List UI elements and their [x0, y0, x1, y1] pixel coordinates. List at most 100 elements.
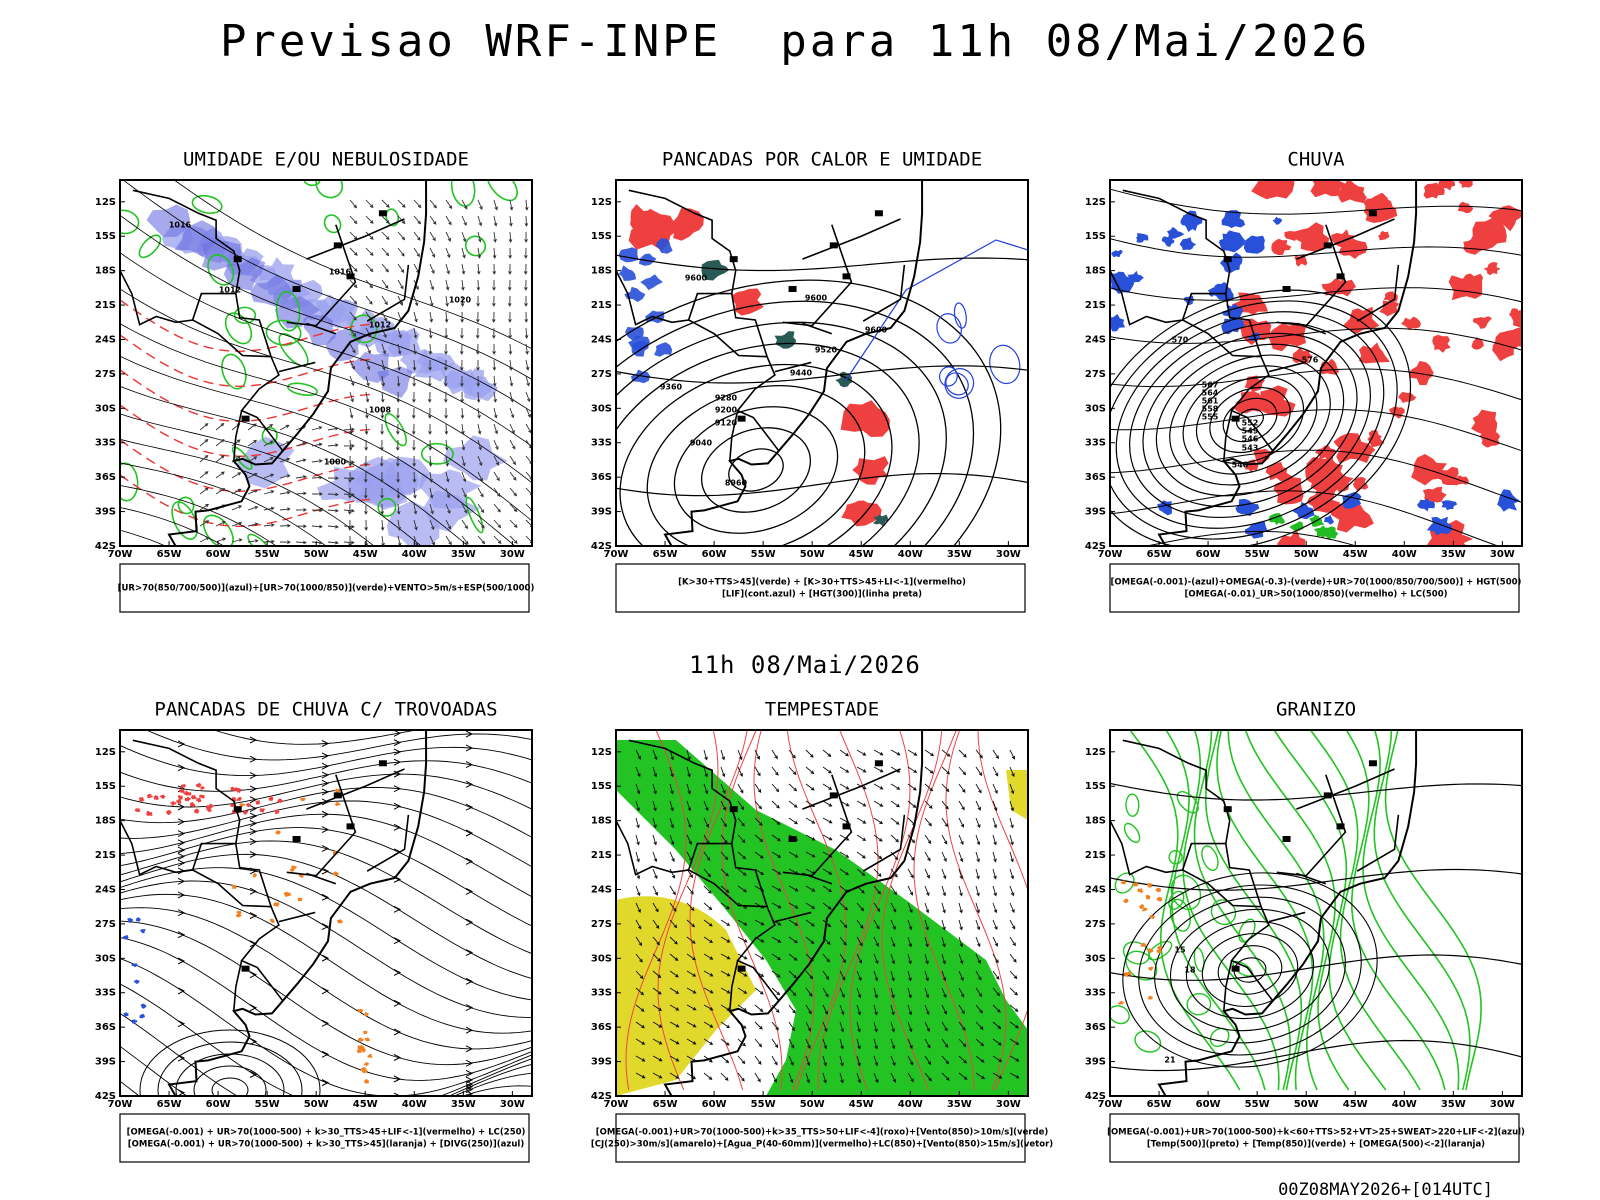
wind-vector [992, 970, 1000, 980]
flow-arrow [321, 779, 330, 787]
flow-arrow [249, 805, 258, 812]
contour-line [1222, 397, 1278, 443]
wind-vector [890, 817, 900, 825]
wind-vector [992, 987, 1001, 997]
flow-arrow [250, 1172, 256, 1178]
lat-label: 18S [95, 816, 116, 827]
wind-vector [311, 540, 323, 545]
contour-line [211, 1077, 249, 1096]
shaded-area [146, 204, 191, 238]
contour-label: 8960 [725, 479, 748, 488]
wind-vector [941, 783, 950, 793]
flow-arrow [249, 736, 258, 744]
water-body [1231, 965, 1240, 972]
wind-vector [413, 327, 418, 339]
wind-vector [397, 295, 403, 306]
wind-vector [958, 766, 967, 776]
wind-vector [491, 311, 496, 323]
lon-label: 70W [604, 549, 629, 560]
contour-line [802, 872, 833, 885]
contour-line [616, 321, 947, 546]
panel-title: CHUVA [1287, 149, 1345, 171]
shaded-area [616, 896, 756, 1096]
wind-vector [349, 327, 357, 338]
lat-label: 15S [591, 781, 612, 792]
wind-vector [364, 519, 368, 531]
contour-line [1182, 730, 1280, 1091]
wind-vector [525, 439, 532, 450]
wind-vector [669, 953, 679, 962]
wind-vector [839, 851, 850, 858]
flow-arrow [465, 1026, 474, 1034]
wind-vector [754, 1055, 762, 1065]
wind-vector [941, 1038, 949, 1048]
wind-vector [669, 987, 680, 994]
wind-vector [1009, 1038, 1020, 1045]
lat-label: 21S [95, 300, 116, 311]
lon-label: 70W [108, 1099, 133, 1110]
page-title: Previsao WRF-INPE para 11h 08/Mai/2026 [220, 16, 1370, 67]
shaded-area [1145, 895, 1151, 900]
flow-arrow [465, 857, 474, 865]
wind-vector [703, 885, 712, 894]
shaded-area [207, 803, 214, 809]
wind-vector [635, 749, 641, 760]
lon-label: 70W [604, 1099, 629, 1110]
contour-line [385, 208, 400, 227]
wind-vector [958, 953, 964, 965]
flow-arrow [177, 830, 186, 838]
flow-arrow [393, 823, 402, 831]
wind-vector [365, 263, 374, 273]
wind-vector [635, 834, 640, 846]
wind-vector [525, 359, 530, 371]
flow-arrow [249, 796, 258, 804]
shaded-area [1166, 226, 1185, 239]
shaded-area [852, 456, 889, 485]
contour-line [1345, 730, 1446, 1091]
wind-vector [992, 902, 998, 914]
wind-vector [890, 970, 895, 982]
contour-line [120, 787, 532, 838]
contour-line [774, 911, 812, 923]
wind-vector [907, 885, 914, 896]
lon-label: 70W [1098, 1099, 1123, 1110]
wind-vector [492, 280, 496, 291]
contour-line [120, 893, 532, 1034]
contour-line [1110, 1039, 1522, 1072]
wind-vector [958, 970, 964, 982]
wind-vector [263, 506, 275, 511]
wind-vector [445, 487, 451, 499]
wind-vector [975, 885, 980, 897]
wind-vector [754, 749, 760, 760]
wind-vector [349, 343, 356, 354]
wind-vector [445, 263, 450, 275]
wind-vector [493, 407, 498, 419]
wind-vector [924, 800, 933, 809]
wind-vector [343, 508, 355, 513]
lon-label: 30W [1490, 549, 1515, 560]
contour-line [953, 302, 967, 329]
shaded-area [1139, 904, 1145, 910]
wind-vector [924, 936, 929, 948]
lat-label: 24S [591, 334, 612, 345]
wind-vector [635, 885, 641, 897]
shaded-area [1136, 233, 1149, 243]
wind-vector [737, 987, 748, 994]
wind-vector [924, 783, 934, 792]
wind-vector [958, 885, 963, 897]
wind-vector [445, 231, 451, 242]
shaded-area [165, 810, 172, 815]
wind-vector [958, 783, 966, 793]
wind-vector [941, 749, 951, 757]
lat-label: 15S [95, 231, 116, 242]
contour-line [1193, 730, 1291, 1091]
shaded-area [655, 238, 673, 254]
wind-vector [444, 359, 448, 371]
lon-label: 35W [947, 1099, 972, 1110]
water-body [788, 285, 797, 292]
water-body [829, 242, 838, 249]
contour-label: 9360 [660, 383, 683, 392]
wind-vector [397, 279, 404, 290]
contour-line [786, 730, 847, 1091]
